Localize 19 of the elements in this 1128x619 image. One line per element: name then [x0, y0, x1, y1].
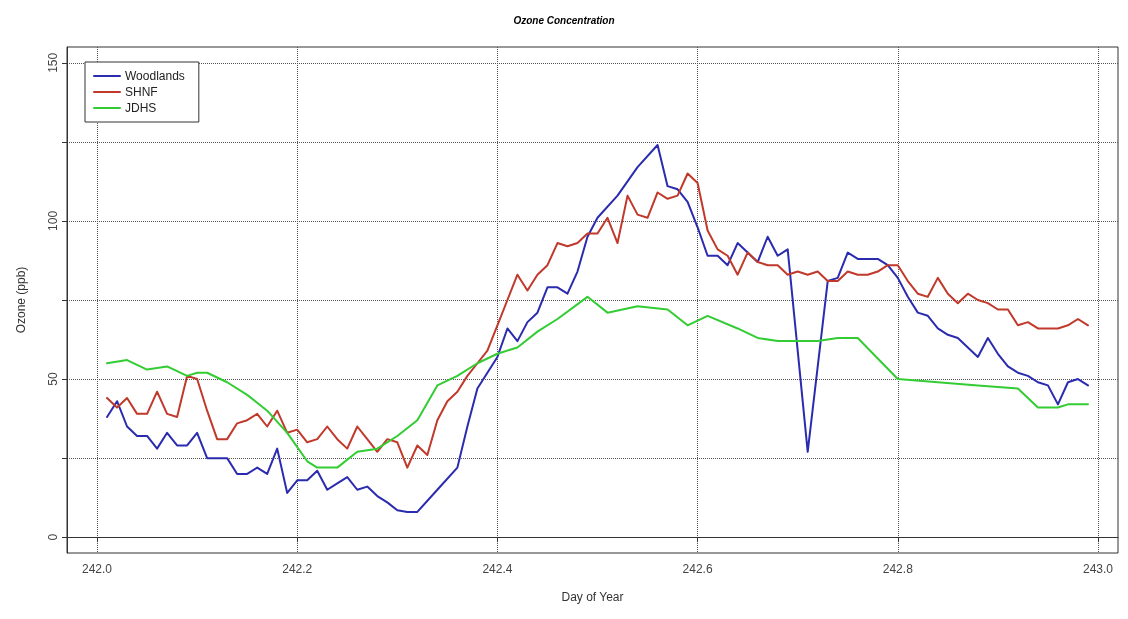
x-tick-label: 242.0: [82, 562, 113, 576]
chart-title: Ozone Concentration: [513, 14, 615, 26]
y-tick-label: 100: [46, 210, 60, 231]
line-series: [106, 172, 1089, 469]
x-tick-label: 242.6: [682, 562, 713, 576]
legend-label: SHNF: [125, 85, 158, 99]
x-axis-title: Day of Year: [561, 590, 624, 604]
line-series: [106, 144, 1089, 513]
legend-label: JDHS: [125, 101, 157, 115]
legend-label: Woodlands: [125, 69, 185, 83]
y-axis-title: Ozone (ppb): [14, 266, 28, 334]
x-tick-label: 242.8: [882, 562, 914, 576]
line-series: [106, 295, 1089, 469]
y-tick-label: 50: [46, 372, 60, 386]
x-tick-label: 242.2: [282, 562, 313, 576]
y-tick-label: 150: [46, 52, 60, 73]
x-tick-label: 242.4: [482, 562, 513, 576]
x-tick-label: 243.0: [1082, 562, 1114, 576]
y-tick-label: 0: [46, 533, 60, 541]
